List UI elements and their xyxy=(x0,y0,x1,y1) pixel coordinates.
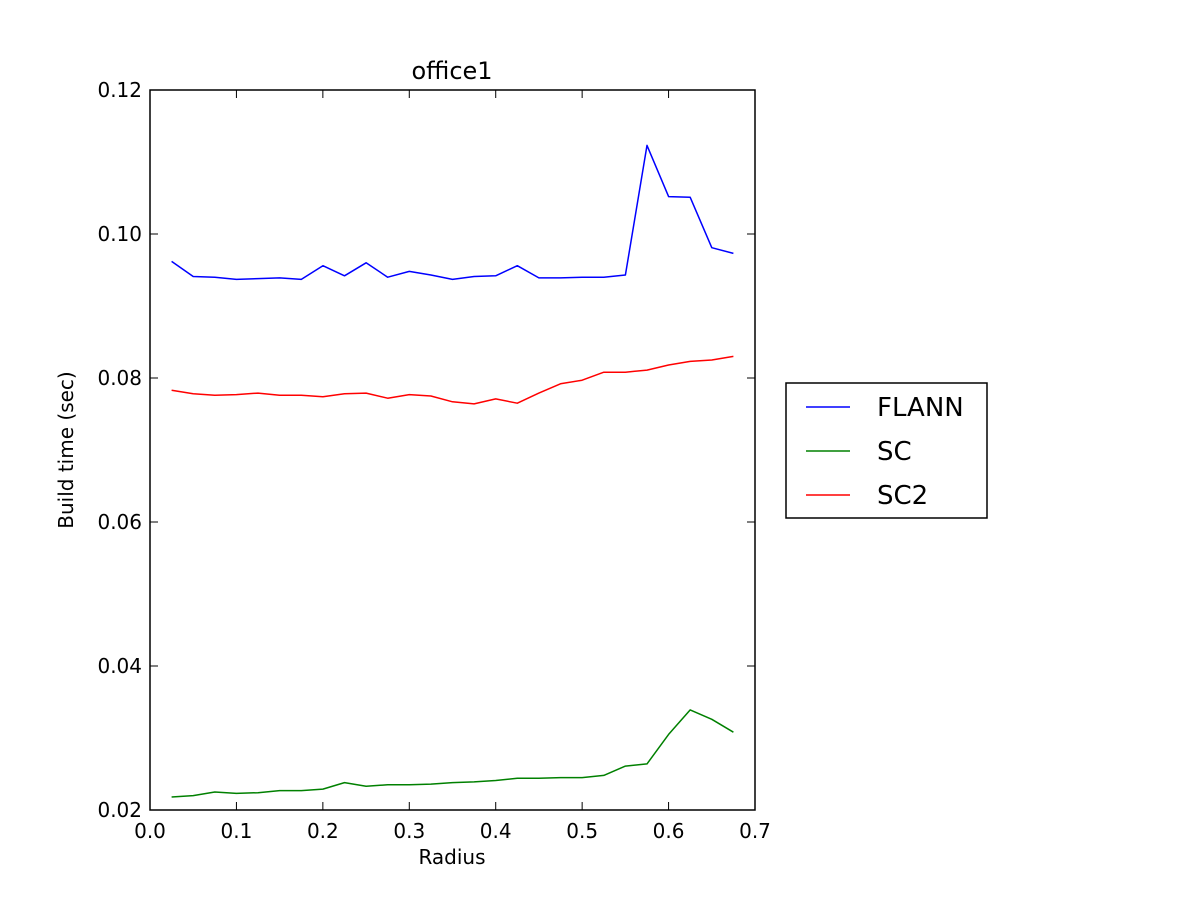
y-tick-label: 0.04 xyxy=(97,654,142,678)
legend-label-flann: FLANN xyxy=(877,393,964,423)
y-axis-label: Build time (sec) xyxy=(54,371,78,528)
series-line-sc2 xyxy=(171,355,734,405)
y-tick-label: 0.10 xyxy=(97,222,142,246)
x-axis-label: Radius xyxy=(418,845,485,869)
legend-label-sc2: SC2 xyxy=(877,481,928,511)
x-tick-label: 0.2 xyxy=(307,819,339,843)
x-tick-label: 0.1 xyxy=(221,819,253,843)
chart-title: office1 xyxy=(411,57,492,85)
x-tick-label: 0.4 xyxy=(480,819,512,843)
y-tick-label: 0.02 xyxy=(97,798,142,822)
y-tick-label: 0.06 xyxy=(97,510,142,534)
y-tick-label: 0.08 xyxy=(97,366,142,390)
plot-lines xyxy=(171,144,734,798)
y-axis: 0.02 0.04 0.06 0.08 0.10 0.12 xyxy=(97,78,755,822)
series-line-sc xyxy=(171,709,734,798)
x-tick-label: 0.0 xyxy=(134,819,166,843)
x-tick-label: 0.7 xyxy=(739,819,771,843)
legend: FLANN SC SC2 xyxy=(785,382,988,519)
y-tick-label: 0.12 xyxy=(97,78,142,102)
plot-frame xyxy=(149,89,756,811)
x-tick-label: 0.5 xyxy=(566,819,598,843)
x-tick-label: 0.3 xyxy=(393,819,425,843)
legend-label-sc: SC xyxy=(877,437,912,467)
x-axis: 0.0 0.1 0.2 0.3 0.4 0.5 0.6 0.7 xyxy=(134,90,771,843)
series-line-flann xyxy=(171,144,734,281)
x-tick-label: 0.6 xyxy=(653,819,685,843)
